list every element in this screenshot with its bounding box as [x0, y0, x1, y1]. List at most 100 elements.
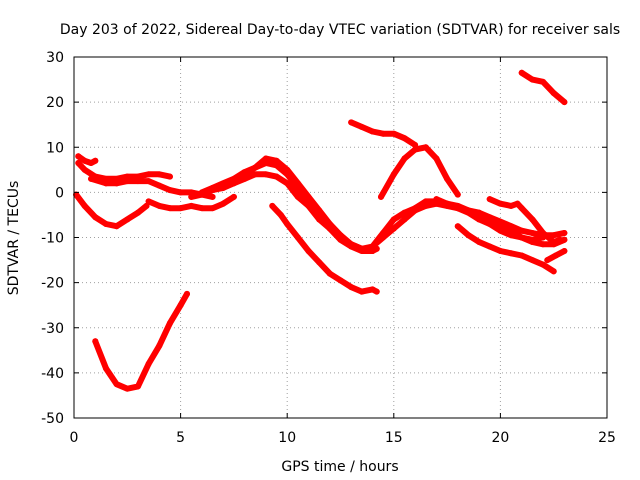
data-point: [326, 270, 333, 277]
data-point: [269, 202, 276, 209]
data-point: [183, 290, 190, 297]
data-point: [134, 173, 141, 180]
data-point: [412, 146, 419, 153]
y-tick-label: -20: [41, 276, 64, 292]
data-point: [143, 202, 150, 209]
data-point: [124, 385, 131, 392]
x-axis-label: GPS time / hours: [281, 459, 398, 475]
series-line: [220, 155, 380, 254]
data-point: [262, 171, 269, 178]
data-point: [166, 173, 173, 180]
data-point: [465, 232, 472, 239]
data-point: [454, 191, 461, 198]
data-point: [540, 78, 547, 85]
y-tick-label: 0: [55, 185, 64, 201]
data-point: [373, 288, 380, 295]
data-point: [92, 338, 99, 345]
series-arc-19: [544, 248, 568, 264]
data-point: [81, 157, 88, 164]
data-point: [529, 257, 536, 264]
data-point: [305, 248, 312, 255]
data-point: [273, 157, 280, 164]
data-point: [277, 211, 284, 218]
data-point: [486, 243, 493, 250]
chart-title: Day 203 of 2022, Sidereal Day-to-day VTE…: [60, 22, 620, 38]
series-arc-17: [454, 223, 557, 275]
data-point: [348, 284, 355, 291]
data-point: [518, 227, 525, 234]
data-point: [102, 365, 109, 372]
data-point: [75, 153, 82, 160]
data-point: [348, 241, 355, 248]
data-series: [73, 69, 568, 392]
data-point: [540, 241, 547, 248]
data-point: [88, 175, 95, 182]
series-line: [92, 290, 190, 392]
x-tick-label: 10: [278, 430, 296, 446]
data-point: [188, 202, 195, 209]
data-point: [422, 202, 429, 209]
data-point: [273, 173, 280, 180]
series-arc-12: [348, 119, 419, 148]
data-point: [337, 232, 344, 239]
data-point: [177, 302, 184, 309]
data-point: [102, 220, 109, 227]
data-point: [124, 178, 131, 185]
y-tick-label: -10: [41, 231, 64, 247]
data-point: [412, 207, 419, 214]
data-point: [81, 202, 88, 209]
series-arc-16: [433, 196, 547, 243]
data-point: [113, 381, 120, 388]
data-point: [476, 239, 483, 246]
y-tick-label: 30: [46, 50, 64, 66]
data-point: [561, 99, 568, 106]
data-point: [401, 135, 408, 142]
data-point: [230, 193, 237, 200]
series-arc-13: [378, 144, 461, 200]
data-point: [230, 178, 237, 185]
data-point: [433, 196, 440, 203]
data-point: [252, 164, 259, 171]
y-tick-label: 10: [46, 140, 64, 156]
data-point: [220, 200, 227, 207]
data-point: [540, 229, 547, 236]
data-point: [113, 223, 120, 230]
data-point: [486, 196, 493, 203]
data-point: [156, 202, 163, 209]
data-point: [177, 189, 184, 196]
data-point: [550, 90, 557, 97]
data-point: [294, 193, 301, 200]
data-point: [113, 180, 120, 187]
data-point: [209, 205, 216, 212]
data-point: [444, 200, 451, 207]
data-point: [81, 166, 88, 173]
data-point: [497, 200, 504, 207]
x-tick-label: 25: [598, 430, 616, 446]
data-point: [220, 184, 227, 191]
series-line: [454, 223, 557, 275]
data-point: [378, 193, 385, 200]
data-point: [544, 257, 551, 264]
series-line: [378, 144, 461, 200]
data-point: [518, 205, 525, 212]
data-point: [465, 209, 472, 216]
data-point: [390, 225, 397, 232]
data-point: [514, 200, 521, 207]
data-point: [284, 180, 291, 187]
data-point: [433, 155, 440, 162]
data-point: [401, 209, 408, 216]
data-point: [156, 171, 163, 178]
data-point: [156, 182, 163, 189]
series-line: [75, 160, 173, 182]
y-tick-label: -40: [41, 366, 64, 382]
data-point: [518, 234, 525, 241]
data-point: [124, 173, 131, 180]
data-point: [508, 232, 515, 239]
data-point: [326, 220, 333, 227]
data-point: [358, 123, 365, 130]
y-tick-label: -50: [41, 411, 64, 427]
data-point: [529, 216, 536, 223]
series-arc-9: [220, 155, 380, 255]
data-point: [444, 175, 451, 182]
data-point: [550, 268, 557, 275]
